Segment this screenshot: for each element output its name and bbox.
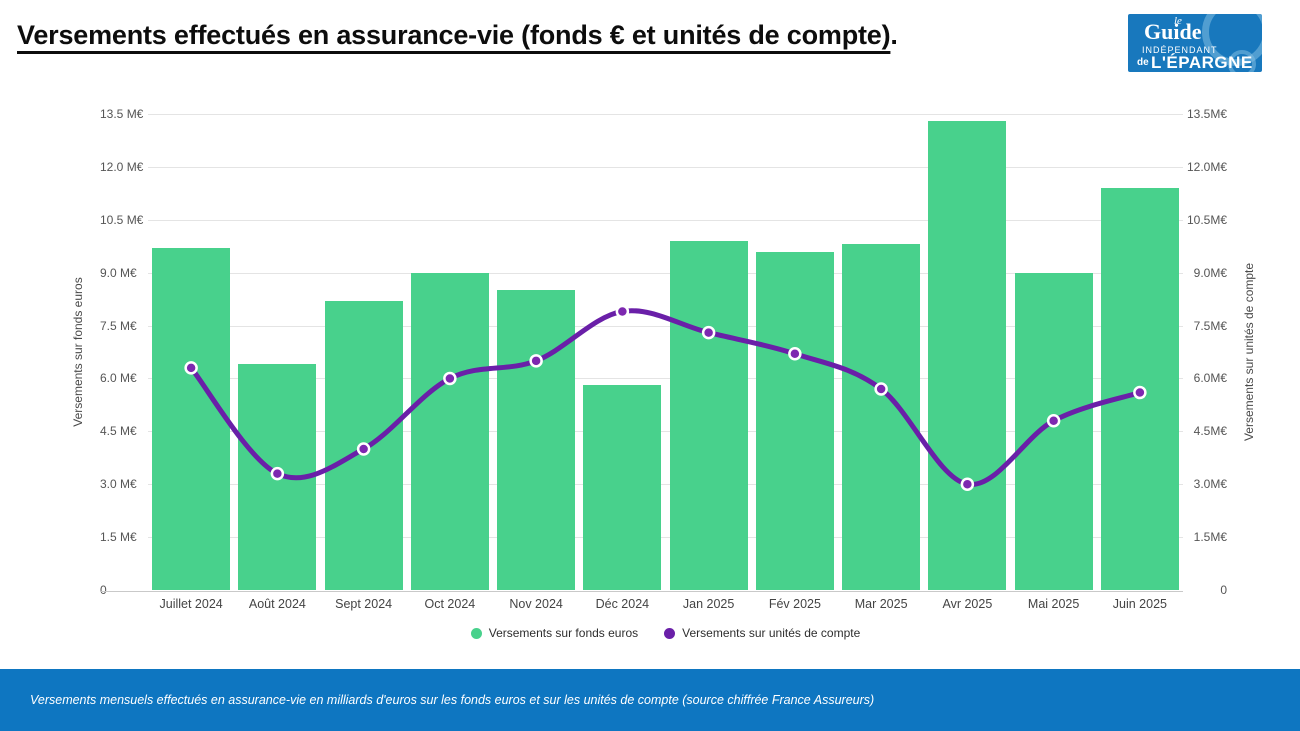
line-point[interactable]: [701, 325, 716, 340]
y-tick-label-right: 3.0M€: [1193, 477, 1227, 492]
x-axis-label: Juin 2025: [1112, 597, 1167, 611]
x-axis-label: Fév 2025: [768, 597, 821, 611]
bar[interactable]: [583, 385, 662, 590]
logo-circle-icon: [1228, 50, 1256, 72]
legend-label: Versements sur fonds euros: [488, 626, 639, 640]
grid-line: [148, 219, 1183, 221]
y-tick-label-right: 0: [1220, 583, 1227, 597]
grid-line: [148, 484, 1183, 486]
grid-line: [148, 325, 1183, 327]
legend-swatch-icon: [664, 627, 676, 639]
y-tick-label-left: 0: [100, 583, 107, 597]
grid-line: [148, 537, 1183, 539]
x-axis-label: Août 2024: [248, 597, 306, 611]
y-tick-label-left: 6.0 M€: [100, 371, 137, 386]
line-point[interactable]: [529, 354, 543, 368]
legend: Versements sur fonds euros Versements sur…: [148, 626, 1183, 640]
line-point[interactable]: [960, 477, 975, 491]
page-title: Versements effectués en assurance-vie (f…: [17, 20, 898, 50]
grid-line: [148, 431, 1183, 433]
bar[interactable]: [755, 251, 834, 590]
x-axis-label: Mar 2025: [854, 597, 908, 611]
x-axis-label: Sept 2024: [335, 597, 393, 611]
y-tick-label-right: 10.5M€: [1186, 212, 1227, 227]
line-point[interactable]: [788, 347, 802, 361]
legend-swatch-icon: [470, 627, 482, 639]
x-axis-label: Mai 2025: [1027, 597, 1080, 611]
legend-item[interactable]: Versements sur unités de compte: [664, 626, 860, 640]
y-tick-label-right: 9.0M€: [1193, 265, 1227, 280]
x-axis-label: Avr 2025: [942, 597, 993, 611]
y-axis-title-right: Versements sur unités de compte: [1242, 262, 1256, 442]
y-tick-label-right: 7.5M€: [1193, 318, 1227, 333]
bar[interactable]: [928, 121, 1007, 590]
y-tick-label-right: 4.5M€: [1193, 424, 1227, 439]
x-axis-label: Oct 2024: [424, 597, 476, 611]
y-tick-label-right: 13.5M€: [1186, 107, 1227, 121]
line-point[interactable]: [184, 361, 198, 375]
y-tick-label-left: 13.5 M€: [100, 107, 144, 121]
bar[interactable]: [152, 247, 231, 590]
grid-line: [148, 166, 1183, 168]
brand-logo: le Guide INDÉPENDANT de L'ÉPARGNE: [1128, 14, 1262, 72]
x-axis-label: Déc 2024: [595, 597, 650, 611]
x-axis-label: Jan 2025: [682, 597, 735, 611]
y-tick-label-left: 3.0 M€: [100, 477, 137, 492]
bar[interactable]: [497, 290, 576, 590]
bar[interactable]: [669, 240, 748, 590]
line-point[interactable]: [1046, 414, 1061, 428]
line-series: [184, 304, 1147, 491]
line-path: [188, 308, 1143, 487]
bar[interactable]: [1014, 272, 1093, 590]
line-point[interactable]: [615, 304, 630, 319]
y-tick-label-left: 4.5 M€: [100, 424, 137, 439]
y-tick-label-left: 1.5 M€: [100, 530, 137, 545]
grid-line: [148, 378, 1183, 380]
line-point[interactable]: [443, 371, 457, 386]
line-point[interactable]: [270, 466, 285, 481]
y-axis-title-left: Versements sur fonds euros: [71, 277, 85, 427]
line-point[interactable]: [1133, 385, 1147, 400]
y-tick-label-right: 1.5M€: [1193, 530, 1227, 545]
legend-label: Versements sur unités de compte: [682, 626, 861, 640]
line-point[interactable]: [356, 442, 371, 456]
x-axis-label: Nov 2024: [509, 597, 563, 611]
footer-band: Versements mensuels effectués en assuran…: [0, 669, 1300, 731]
footer-caption: Versements mensuels effectués en assuran…: [30, 693, 875, 707]
legend-item[interactable]: Versements sur fonds euros: [470, 626, 639, 640]
bar[interactable]: [410, 272, 489, 590]
grid-line: [148, 272, 1183, 274]
x-axis-line: [100, 591, 1183, 592]
y-tick-label-right: 6.0M€: [1193, 371, 1227, 386]
y-tick-label-left: 9.0 M€: [100, 265, 137, 280]
line-point[interactable]: [874, 382, 888, 396]
x-axis-label: Juillet 2024: [159, 597, 223, 611]
y-tick-label-left: 7.5 M€: [100, 318, 137, 333]
y-tick-label-right: 12.0M€: [1186, 159, 1227, 174]
y-tick-label-left: 12.0 M€: [100, 159, 144, 174]
grid-line: [148, 114, 1183, 115]
y-tick-label-left: 10.5 M€: [100, 212, 144, 227]
